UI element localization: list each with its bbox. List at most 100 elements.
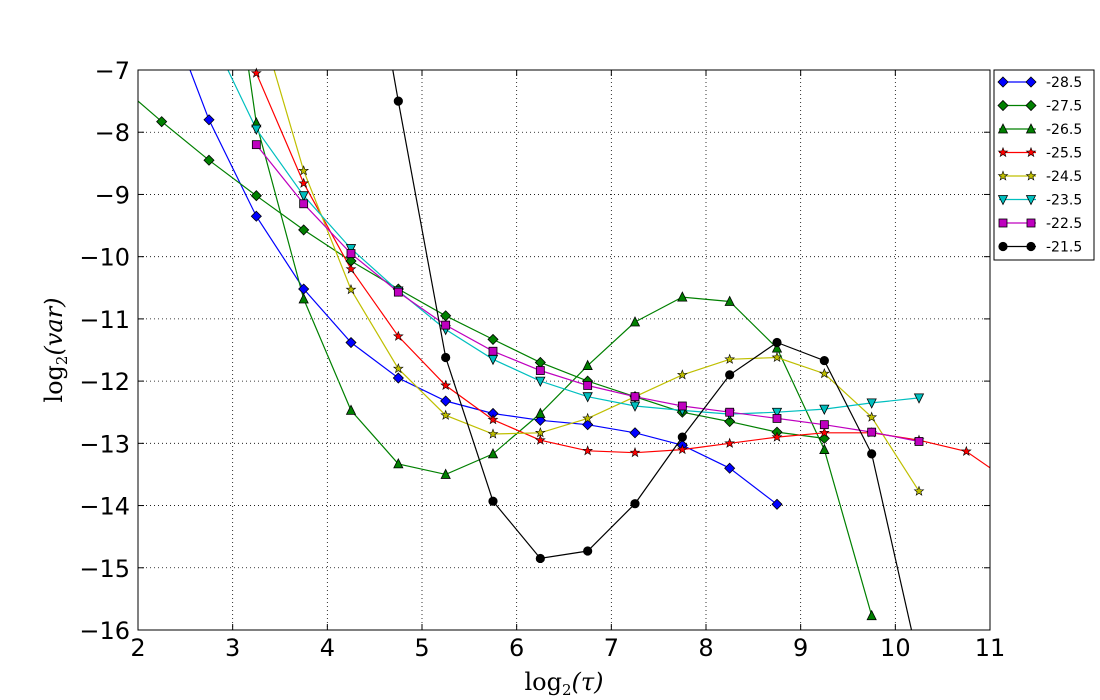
legend-box [993,69,1095,261]
data-point [298,177,310,188]
data-point [582,359,593,370]
series-line [227,70,920,415]
data-point [487,333,499,345]
series-line [138,100,825,439]
data-point [487,428,499,439]
legend-label: -22.5 [1046,216,1082,232]
legend-marker [997,195,1009,206]
data-point [913,485,925,496]
data-point [251,124,262,136]
data-point [630,392,640,402]
data-point [488,496,498,506]
data-point [156,116,168,128]
x-tick-label: 6 [509,634,524,662]
legend-marker [998,218,1008,228]
legend-marker [1025,99,1037,112]
data-point [866,398,877,409]
data-point [298,191,309,202]
data-point [771,407,783,419]
y-tick-label: −7 [95,57,130,85]
data-point [677,432,687,442]
data-point [440,409,452,420]
data-point [913,393,925,404]
legend-marker [998,241,1008,252]
data-point [535,376,546,388]
data-point [298,224,310,236]
data-point [866,411,878,422]
series-line [189,70,778,505]
data-point [392,363,404,374]
data-point [345,263,357,274]
x-tick-label: 7 [604,634,619,662]
data-point [582,445,594,456]
data-point [250,210,262,222]
legend-label: -21.5 [1046,240,1082,256]
x-tick-label: 10 [880,634,911,662]
data-point [582,412,594,424]
y-tick-label: −11 [79,306,130,334]
y-tick-label: −9 [95,181,130,209]
data-point [724,353,736,364]
data-point [960,445,972,457]
data-point [535,366,545,375]
legend-label: -28.5 [1046,75,1082,91]
x-tick-label: 3 [225,634,240,662]
data-point [392,372,404,384]
data-point [299,199,309,209]
data-point [725,407,735,417]
data-point [818,367,830,379]
data-point [629,401,641,412]
data-point [676,369,688,380]
data-point [345,336,357,349]
legend-marker [997,146,1009,158]
data-point [819,420,829,430]
data-point [298,165,310,176]
legend-marker [1025,170,1037,181]
plot-frame [137,69,991,631]
legend-marker [1025,76,1037,88]
data-point [677,401,687,411]
data-point [819,355,829,366]
data-point [629,447,641,458]
data-point [440,395,452,407]
data-point [345,244,357,255]
data-point [534,427,546,438]
legend-label: -26.5 [1046,122,1082,138]
y-tick-label: −15 [79,555,130,583]
data-point [676,443,688,455]
data-point [250,190,262,202]
data-point [345,283,357,295]
ticks [137,69,991,631]
data-point [345,404,357,415]
data-point [818,427,830,438]
legend-marker [997,170,1009,181]
y-tick-labels: −7 −8 −9 −10 −11 −12 −13 −14 −15 −16 [79,57,130,645]
data-point [724,295,735,306]
data-point [867,427,877,437]
data-point [441,352,451,363]
marker-layer [156,67,972,621]
data-point [393,457,404,469]
legend-marker [997,99,1009,112]
x-tick-label: 2 [130,634,145,662]
data-point [203,154,215,166]
data-point [771,351,783,363]
data-point [772,337,782,348]
data-point [819,443,830,454]
data-point [677,291,688,302]
data-point [298,293,309,304]
y-axis-label: log2(var) [40,297,71,402]
data-point [535,553,545,564]
legend-label: -24.5 [1046,169,1082,185]
data-point [724,462,736,474]
data-point [393,96,403,106]
data-point [203,114,215,126]
data-point [582,392,593,403]
data-point [393,287,403,297]
data-point [487,414,499,425]
data-point [440,468,451,479]
data-point [771,431,783,442]
legend-label: -25.5 [1046,146,1082,162]
data-point [250,67,262,78]
data-point [772,414,782,423]
